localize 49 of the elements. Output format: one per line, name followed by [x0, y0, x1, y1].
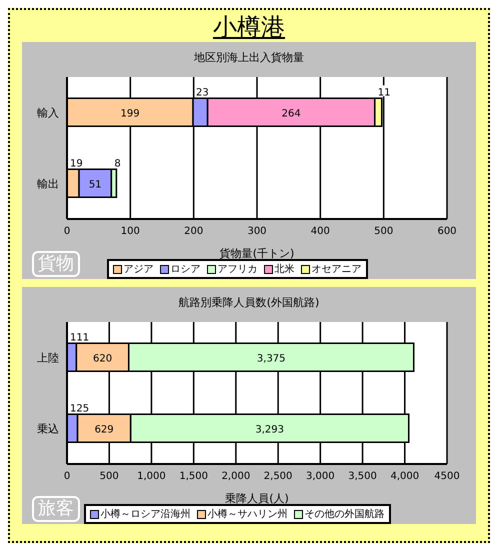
y-tick-label: 輸入	[37, 106, 59, 120]
x-tick-label: 2,500	[264, 471, 292, 482]
chart-title: 小樽港	[212, 12, 286, 42]
x-tick-label: 500	[100, 471, 119, 482]
data-label: 51	[88, 179, 102, 190]
data-label: 199	[120, 108, 140, 120]
data-label: 3,375	[256, 353, 286, 364]
text: 貨物	[32, 251, 80, 277]
x-tick-label: 0	[64, 471, 70, 482]
legend-label: その他の外国航路	[304, 508, 384, 521]
legend-label: 北米	[274, 262, 294, 276]
data-label: 111	[70, 332, 90, 344]
x-tick-label: 300	[247, 226, 267, 238]
y-tick-label: 輸出	[37, 177, 59, 190]
legend-label: ロシア	[170, 263, 200, 276]
y-tick-label: 乗込	[37, 422, 59, 436]
y-tick-label: 上陸	[37, 351, 59, 364]
data-label: 8	[114, 158, 121, 170]
legend-label: アジア	[124, 263, 154, 276]
data-label: 3,293	[255, 424, 284, 436]
x-tick-label: 0	[64, 226, 70, 238]
x-axis-title: 乗降人員(人)	[225, 492, 289, 505]
x-tick-label: 1,000	[137, 471, 166, 482]
legend-label: オセアニア	[312, 263, 362, 276]
x-tick-label: 3,000	[306, 471, 335, 482]
x-tick-label: 100	[120, 226, 140, 238]
x-tick-label: 4500	[434, 471, 460, 482]
data-label: 19	[70, 158, 83, 170]
data-label: 23	[196, 87, 209, 98]
data-label: 264	[282, 108, 301, 120]
x-tick-label: 1,500	[179, 471, 208, 482]
data-label: 629	[94, 424, 114, 436]
legend-label: アフリカ	[218, 263, 258, 276]
x-tick-label: 400	[310, 226, 330, 238]
data-label: 620	[93, 353, 112, 364]
x-tick-label: 3,500	[348, 471, 377, 482]
x-tick-label: 200	[184, 226, 204, 238]
data-label: 125	[70, 403, 90, 414]
data-label: 11	[378, 87, 391, 98]
x-tick-label: 4,000	[390, 471, 420, 482]
x-axis-title: 貨物量(千トン)	[220, 247, 294, 260]
chart-subtitle: 地区別海上出入貨物量	[193, 50, 305, 66]
x-tick-label: 500	[374, 226, 394, 238]
legend-label: 小樽～ロシア沿海州	[100, 508, 190, 521]
chart-title: 航路別乗降人員数(外国航路)	[178, 295, 320, 311]
text: 旅客	[32, 496, 80, 522]
x-tick-label: 2,000	[222, 471, 250, 482]
x-tick-label: 600	[437, 226, 457, 238]
legend-label: 小樽～サハリン州	[208, 508, 288, 521]
